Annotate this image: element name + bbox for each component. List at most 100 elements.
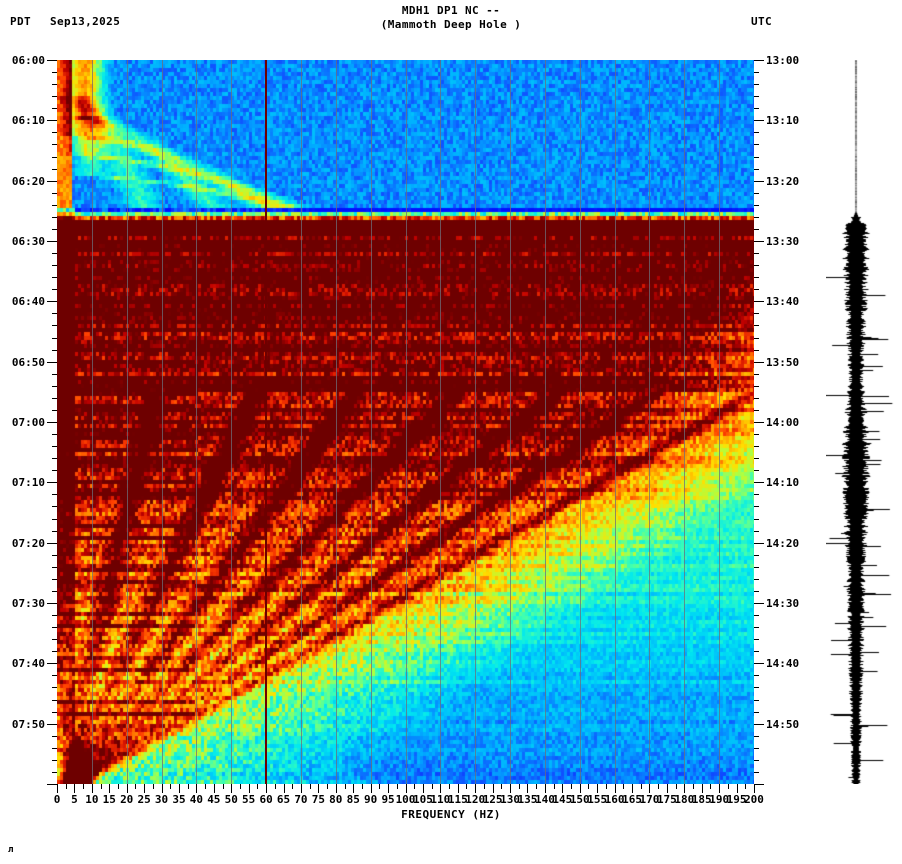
freq-tick (710, 784, 711, 789)
freq-label-190: 190 (709, 793, 730, 806)
time-label-1310: 13:10 (766, 114, 800, 128)
freq-label-55: 55 (242, 793, 256, 806)
time-label-1330: 13:30 (766, 235, 800, 248)
time-label-0640: 06:40 (11, 295, 45, 309)
freq-tick (292, 784, 293, 789)
freq-tick (527, 784, 528, 793)
time-tick (52, 434, 57, 435)
freq-tick (57, 784, 58, 793)
seismogram-trace (826, 60, 896, 784)
time-tick (754, 506, 759, 507)
time-tick (754, 482, 764, 483)
time-tick (754, 325, 759, 326)
time-tick (754, 217, 759, 218)
freq-tick (466, 784, 467, 789)
freq-tick (580, 784, 581, 793)
freq-tick (406, 784, 407, 793)
spectrogram-plot[interactable] (57, 60, 754, 784)
time-tick (754, 687, 759, 688)
time-label-0740: 07:40 (11, 657, 45, 671)
time-tick (52, 265, 57, 266)
time-tick (754, 458, 759, 459)
time-label-1350: 13:50 (766, 355, 800, 369)
freq-tick (510, 784, 511, 793)
time-tick (754, 627, 759, 628)
station-subtitle: (Mammoth Deep Hole ) (380, 18, 522, 31)
freq-tick (719, 784, 720, 793)
time-tick (52, 772, 57, 773)
time-label-0720: 07:20 (11, 536, 45, 550)
time-tick (754, 555, 759, 556)
time-tick (52, 313, 57, 314)
freq-tick (754, 784, 755, 793)
freq-tick (214, 784, 215, 793)
time-tick (52, 325, 57, 326)
freq-label-120: 120 (465, 793, 486, 806)
time-tick (754, 700, 759, 701)
time-axis-labels-utc: 13:00 13:10 13:20 13:30 13:40 13:50 14:00 14:10… (766, 54, 826, 784)
time-tick (754, 531, 759, 532)
time-tick (754, 615, 759, 616)
time-tick (47, 482, 57, 483)
seismogram-canvas (826, 60, 896, 784)
time-tick (754, 603, 764, 604)
freq-label-0: 0 (53, 793, 61, 806)
time-tick (52, 410, 57, 411)
freq-label-175: 175 (656, 793, 677, 806)
corner-mark: л (8, 845, 14, 855)
freq-label-60: 60 (259, 793, 273, 806)
freq-tick (188, 784, 189, 789)
freq-tick (475, 784, 476, 793)
time-tick (52, 675, 57, 676)
freq-tick (135, 784, 136, 789)
freq-label-125: 125 (482, 793, 503, 806)
freq-tick (571, 784, 572, 789)
freq-tick (493, 784, 494, 793)
time-label-0610: 06:10 (11, 114, 45, 128)
time-tick (52, 555, 57, 556)
gridline-10hz (92, 60, 93, 784)
time-tick (52, 687, 57, 688)
gridline-120hz (475, 60, 476, 784)
time-label-0600: 06:00 (11, 54, 45, 67)
time-tick (754, 169, 759, 170)
time-tick (754, 591, 759, 592)
time-tick (52, 736, 57, 737)
time-tick (754, 663, 764, 664)
freq-tick (275, 784, 276, 789)
freq-label-80: 80 (329, 793, 343, 806)
freq-tick (266, 784, 267, 793)
time-tick (754, 784, 764, 785)
time-tick (52, 157, 57, 158)
time-tick (754, 470, 759, 471)
freq-tick (162, 784, 163, 793)
time-tick (754, 579, 759, 580)
gridline-100hz (406, 60, 407, 784)
time-tick (52, 398, 57, 399)
freq-tick (667, 784, 668, 793)
freq-label-20: 20 (120, 793, 134, 806)
freq-label-165: 165 (622, 793, 642, 806)
freq-label-85: 85 (346, 793, 360, 806)
time-tick (754, 193, 759, 194)
time-tick (47, 60, 57, 61)
time-tick (754, 120, 764, 121)
freq-tick (632, 784, 633, 793)
freq-tick (231, 784, 232, 793)
gridline-40hz (196, 60, 197, 784)
time-tick (52, 108, 57, 109)
freq-tick (597, 784, 598, 793)
gridline-70hz (301, 60, 302, 784)
freq-label-5: 5 (71, 793, 78, 806)
time-tick (47, 724, 57, 725)
time-label-0700: 07:00 (11, 416, 45, 429)
time-tick (754, 567, 759, 568)
time-label-0710: 07:10 (11, 476, 45, 490)
time-tick (52, 470, 57, 471)
freq-tick (536, 784, 537, 789)
time-tick (52, 627, 57, 628)
time-tick (52, 712, 57, 713)
freq-label-100: 100 (395, 793, 416, 806)
gridline-30hz (162, 60, 163, 784)
time-tick (754, 362, 764, 363)
